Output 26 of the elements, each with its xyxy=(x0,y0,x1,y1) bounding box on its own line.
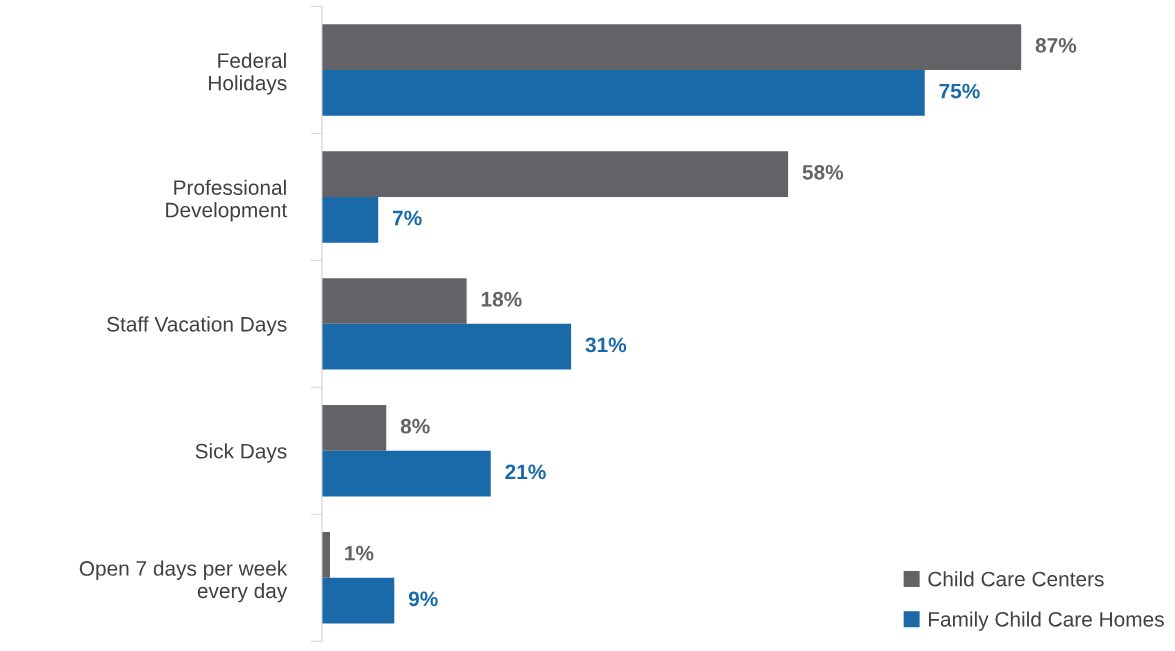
data-label: 8% xyxy=(400,418,430,434)
data-label: 31% xyxy=(585,337,627,353)
bar xyxy=(321,323,572,370)
data-label: 87% xyxy=(1035,37,1077,53)
y-tick-label: Sick Days xyxy=(195,443,287,463)
bar xyxy=(321,278,467,324)
y-tick-label: Staff Vacation Days xyxy=(107,316,287,336)
y-tick-label: Professional Development xyxy=(166,179,288,222)
y-tick-label: Open 7 days per week every day xyxy=(79,560,288,603)
data-label: 1% xyxy=(345,545,374,561)
bar xyxy=(321,69,925,116)
bar xyxy=(321,405,387,451)
bar xyxy=(321,196,379,243)
bar xyxy=(321,577,395,624)
data-label: 7% xyxy=(392,210,422,226)
data-label: 9% xyxy=(408,591,438,607)
data-label: 21% xyxy=(505,464,546,480)
legend-label: Child Care Centers xyxy=(928,571,1104,587)
y-tick-label: Federal Holidays xyxy=(209,52,287,95)
bar xyxy=(321,151,789,197)
bar xyxy=(321,24,1022,70)
data-label: 58% xyxy=(802,164,844,180)
bar xyxy=(321,450,491,497)
legend-label: Family Child Care Homes xyxy=(928,611,1164,631)
data-label: 75% xyxy=(939,83,980,99)
data-label: 18% xyxy=(481,291,522,307)
